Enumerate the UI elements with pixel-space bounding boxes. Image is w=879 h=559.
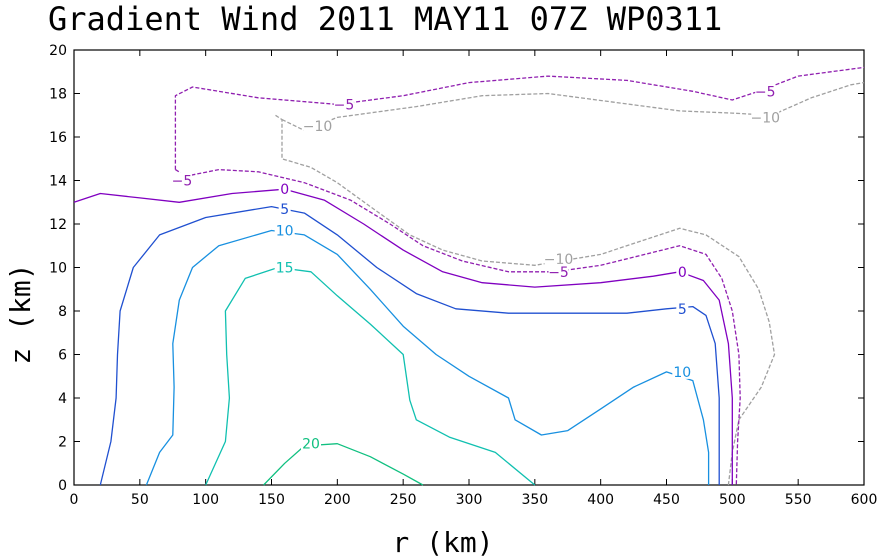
contour-line [73,188,733,485]
contour-label-bg [672,363,693,379]
contour-label-bg [751,109,780,125]
y-tick-label: 6 [58,348,67,364]
x-tick-label: 200 [324,492,351,508]
contour-label: 15 [276,261,294,277]
contour-label: −5 [548,265,569,281]
contour-label: 20 [302,437,320,453]
contour-level-10: 10 10 [145,222,710,486]
contour-label: 10 [276,224,294,240]
y-tick-label: 18 [49,87,67,103]
contour-label-bg [171,172,192,188]
contour-level-15: 15 [205,259,536,486]
chart-title: Gradient Wind 2011 MAY11 07Z WP0311 [48,0,722,38]
y-tick-label: 10 [49,261,67,277]
x-tick-label: 400 [587,492,614,508]
contour-label-bg [548,263,569,279]
contour-label: 0 [280,182,289,198]
contour-label: −10 [303,119,333,135]
y-axis-label: z (km) [4,263,37,364]
contour-label-bg [278,200,291,216]
x-tick-label: 450 [653,492,680,508]
y-tick-label: 8 [58,304,67,320]
y-axis: 0 2 4 6 8 10 12 14 16 18 20 [49,43,864,494]
x-tick-label: 550 [785,492,812,508]
contour-label-bg [274,259,295,275]
y-tick-label: 20 [49,43,67,59]
x-axis: 0 50 100 150 200 250 300 350 400 450 500 550 600 [70,50,878,508]
contour-label: 10 [673,365,691,381]
contour-label: −10 [544,252,574,268]
contour-label-bg [301,435,321,451]
contour-line [99,205,720,486]
contour-line [145,229,710,486]
contour-level-20: 20 [263,435,424,486]
x-tick-label: 600 [851,492,878,508]
contour-line [275,114,776,486]
contour-line [175,168,741,486]
contour-label: −5 [172,174,193,190]
contour-label: 5 [678,302,687,318]
x-tick-label: 100 [192,492,219,508]
contour-label: 0 [678,265,687,281]
x-tick-label: 250 [390,492,417,508]
contour-label-bg [544,250,573,266]
x-axis-label: r (km) [392,526,493,559]
contour-label-bg [303,118,332,134]
contour-label: −5 [755,84,776,100]
contour-label: −10 [750,110,780,126]
contour-label-bg [676,300,689,316]
contour-label-bg [278,181,291,197]
contour-line [281,81,865,132]
y-tick-label: 16 [49,130,67,146]
contour-line [263,443,424,486]
contour-label-bg [755,83,776,99]
x-tick-label: 500 [719,492,746,508]
y-tick-label: 14 [49,174,67,190]
contour-level-0: 00 [73,181,733,485]
contour-level-minus-10: −10 −10 −10 [275,81,865,486]
contour-label-bg [274,222,295,238]
x-tick-label: 350 [521,492,548,508]
x-tick-label: 50 [131,492,149,508]
contour-label: −5 [334,97,355,113]
contour-label-bg [676,263,689,279]
y-tick-label: 0 [58,478,67,494]
contour-label: 5 [280,202,289,218]
contour-level-minus-5: −5 −5 −5 −5 [171,66,865,486]
contour-line [205,266,536,486]
contour-line [174,66,865,170]
contour-level-5: 55 [99,200,720,486]
x-tick-label: 150 [258,492,285,508]
x-tick-label: 300 [456,492,483,508]
y-tick-label: 2 [58,435,67,451]
contour-label-bg [333,96,354,112]
x-tick-label: 0 [70,492,79,508]
y-tick-label: 4 [58,391,67,407]
y-tick-label: 12 [49,217,67,233]
